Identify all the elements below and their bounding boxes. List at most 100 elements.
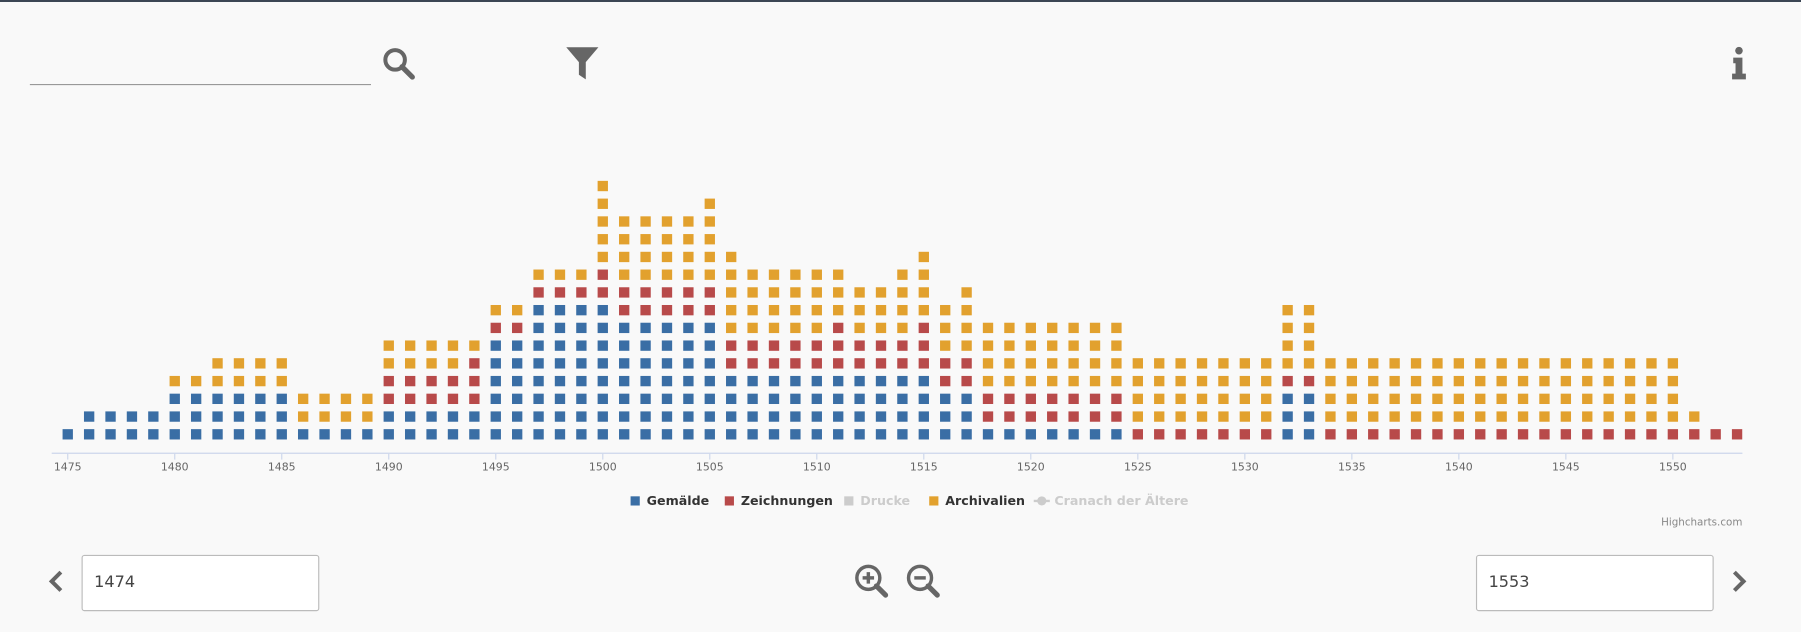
- dot: [1261, 411, 1272, 422]
- stack-segment: [276, 393, 287, 440]
- dot: [854, 304, 865, 316]
- dot: [918, 393, 929, 405]
- start-input[interactable]: [81, 554, 320, 612]
- stack-segment: [1582, 358, 1593, 422]
- dot: [726, 393, 737, 405]
- dot: [83, 411, 95, 422]
- dot: [1624, 411, 1636, 422]
- dot: [533, 340, 544, 351]
- dot: [554, 393, 566, 405]
- stack-segment: [1325, 429, 1336, 440]
- dot: [255, 375, 266, 387]
- dot: [597, 234, 608, 245]
- stack-segment: [1453, 358, 1465, 422]
- dot: [340, 393, 352, 405]
- dot: [1303, 322, 1315, 334]
- dot: [1624, 429, 1636, 440]
- dot: [683, 375, 694, 387]
- stack-segment: [1539, 358, 1550, 422]
- dot: [169, 411, 180, 422]
- dot: [233, 429, 245, 440]
- stack-segment: [747, 375, 758, 440]
- dot: [875, 322, 887, 334]
- prev-arrow[interactable]: [48, 570, 63, 592]
- dot: [1154, 393, 1165, 405]
- dot: [683, 269, 694, 280]
- dot: [1089, 393, 1101, 405]
- dot: [1068, 358, 1079, 369]
- x-tick-label: 1545: [1552, 461, 1580, 474]
- stack-segment: [1089, 322, 1101, 387]
- stack-segment: [62, 429, 73, 440]
- zoom-out[interactable]: [906, 564, 940, 598]
- legend-label[interactable]: Drucke: [860, 493, 910, 508]
- filter-icon[interactable]: [566, 47, 599, 80]
- legend-label[interactable]: Zeichnungen: [741, 493, 833, 508]
- dot: [961, 429, 972, 440]
- dot: [940, 340, 951, 351]
- search-icon[interactable]: [383, 48, 415, 80]
- stack-segment: [1282, 393, 1293, 440]
- dot: [854, 322, 865, 334]
- dot: [1111, 340, 1122, 351]
- dot: [576, 429, 587, 440]
- dot: [875, 429, 887, 440]
- stack-segment: [1089, 429, 1101, 440]
- dot: [1410, 393, 1422, 405]
- stack-segment: [918, 322, 929, 369]
- dot: [854, 429, 865, 440]
- credit[interactable]: Highcharts.com: [1661, 517, 1742, 529]
- dot: [1068, 375, 1079, 387]
- dot: [597, 393, 608, 405]
- dot: [1453, 358, 1465, 369]
- dot: [790, 429, 801, 440]
- legend-symbol: [929, 496, 939, 506]
- dot: [747, 393, 758, 405]
- dot: [982, 393, 994, 405]
- dot: [533, 269, 544, 280]
- dot: [1346, 429, 1358, 440]
- dot: [1475, 429, 1486, 440]
- dot: [940, 393, 951, 405]
- dot: [597, 411, 608, 422]
- dot: [1496, 375, 1507, 387]
- dot: [1025, 375, 1036, 387]
- dot: [554, 411, 566, 422]
- dot: [1196, 429, 1208, 440]
- dot: [1089, 322, 1101, 334]
- stack-segment: [1689, 411, 1700, 422]
- end-input[interactable]: [1475, 554, 1714, 612]
- dot: [640, 287, 651, 298]
- dot: [1025, 393, 1036, 405]
- dot: [747, 340, 758, 351]
- dot: [447, 411, 459, 422]
- legend-label[interactable]: Gemälde: [647, 493, 710, 508]
- info-icon[interactable]: [1732, 46, 1746, 80]
- legend-label[interactable]: Archivalien: [945, 493, 1025, 508]
- dot: [897, 322, 908, 334]
- dot: [1560, 411, 1572, 422]
- stack-segment: [1047, 393, 1058, 422]
- stack-segment: [1047, 429, 1058, 440]
- dot: [961, 411, 972, 422]
- dot: [918, 358, 929, 369]
- stack-segment: [1517, 429, 1529, 440]
- stack-segment: [1475, 358, 1486, 422]
- dot: [469, 411, 480, 422]
- dot: [490, 375, 501, 387]
- zoom-in[interactable]: [855, 564, 889, 598]
- dot: [640, 234, 651, 245]
- dot: [1432, 411, 1443, 422]
- dot: [811, 358, 822, 369]
- legend-label[interactable]: Cranach der Ältere: [1054, 493, 1188, 508]
- dot: [1111, 393, 1122, 405]
- dot: [1239, 358, 1251, 369]
- dot: [512, 393, 523, 405]
- dot: [533, 304, 544, 316]
- dot: [597, 358, 608, 369]
- next-arrow[interactable]: [1732, 570, 1747, 592]
- dot: [683, 287, 694, 298]
- dot: [1453, 411, 1465, 422]
- dot: [1004, 411, 1015, 422]
